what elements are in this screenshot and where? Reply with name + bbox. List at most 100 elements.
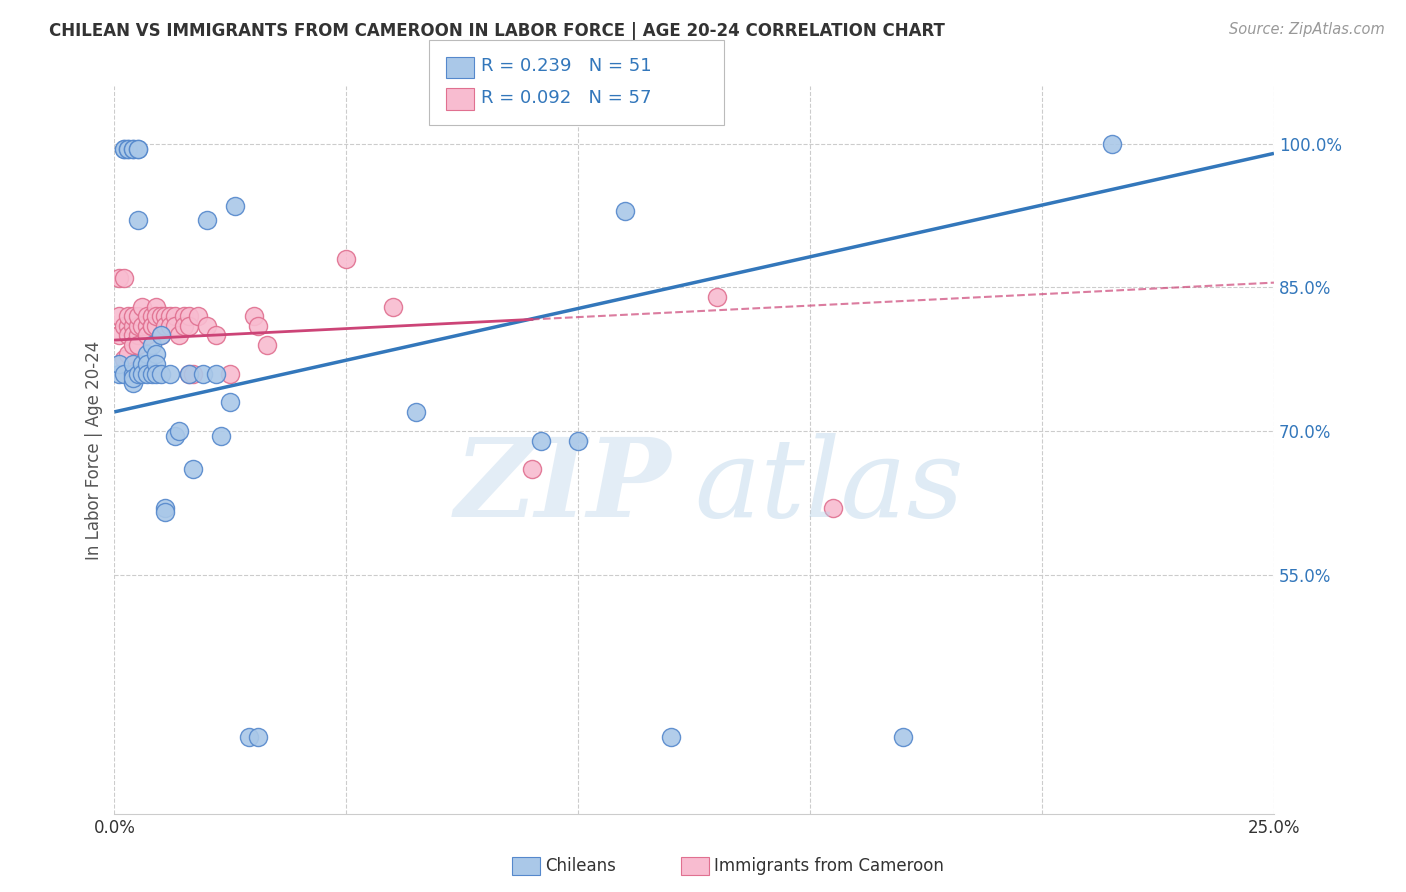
Text: Chileans: Chileans	[546, 857, 616, 875]
Point	[181, 462, 204, 476]
Point	[891, 731, 914, 745]
Point	[145, 347, 167, 361]
Point	[145, 367, 167, 381]
Point	[149, 367, 172, 381]
Point	[135, 309, 157, 323]
Point	[187, 309, 209, 323]
Point	[256, 338, 278, 352]
Point	[1101, 136, 1123, 151]
Point	[205, 328, 228, 343]
Point	[117, 142, 139, 156]
Point	[112, 142, 135, 156]
Point	[177, 309, 200, 323]
Point	[145, 300, 167, 314]
Point	[117, 318, 139, 333]
Point	[112, 352, 135, 367]
Point	[149, 309, 172, 323]
Point	[405, 405, 427, 419]
Point	[567, 434, 589, 448]
Point	[117, 367, 139, 381]
Point	[169, 328, 191, 343]
Point	[122, 142, 145, 156]
Point	[108, 357, 131, 371]
Point	[127, 328, 149, 343]
Point	[191, 367, 214, 381]
Point	[127, 367, 149, 381]
Point	[159, 309, 181, 323]
Point	[122, 142, 145, 156]
Point	[122, 338, 145, 352]
Point	[117, 309, 139, 323]
Point	[131, 367, 153, 381]
Point	[242, 309, 264, 323]
Point	[127, 142, 149, 156]
Point	[613, 203, 636, 218]
Point	[127, 142, 149, 156]
Point	[163, 309, 186, 323]
Point	[149, 328, 172, 343]
Point	[155, 318, 177, 333]
Point	[127, 318, 149, 333]
Y-axis label: In Labor Force | Age 20-24: In Labor Force | Age 20-24	[86, 341, 103, 560]
Point	[127, 309, 149, 323]
Point	[520, 462, 543, 476]
Point	[381, 300, 404, 314]
Point	[163, 318, 186, 333]
Text: Source: ZipAtlas.com: Source: ZipAtlas.com	[1229, 22, 1385, 37]
Point	[149, 328, 172, 343]
Point	[108, 367, 131, 381]
Text: ZIP: ZIP	[454, 433, 671, 541]
Point	[530, 434, 553, 448]
Point	[659, 731, 682, 745]
Point	[219, 395, 242, 409]
Point	[135, 367, 157, 381]
Point	[247, 731, 270, 745]
Point	[155, 505, 177, 519]
Point	[141, 318, 163, 333]
Point	[169, 424, 191, 438]
Point	[131, 357, 153, 371]
Point	[145, 357, 167, 371]
Point	[335, 252, 357, 266]
Point	[117, 347, 139, 361]
Point	[195, 213, 218, 227]
Text: R = 0.092   N = 57: R = 0.092 N = 57	[481, 89, 651, 107]
Point	[112, 142, 135, 156]
Point	[117, 142, 139, 156]
Text: atlas: atlas	[695, 433, 963, 541]
Point	[219, 367, 242, 381]
Point	[173, 309, 195, 323]
Text: CHILEAN VS IMMIGRANTS FROM CAMEROON IN LABOR FORCE | AGE 20-24 CORRELATION CHART: CHILEAN VS IMMIGRANTS FROM CAMEROON IN L…	[49, 22, 945, 40]
Text: Immigrants from Cameroon: Immigrants from Cameroon	[714, 857, 943, 875]
Point	[122, 357, 145, 371]
Point	[238, 731, 260, 745]
Point	[163, 429, 186, 443]
Point	[112, 367, 135, 381]
Point	[117, 328, 139, 343]
Point	[823, 500, 845, 515]
Point	[173, 318, 195, 333]
Point	[205, 367, 228, 381]
Point	[122, 376, 145, 391]
Point	[155, 500, 177, 515]
Point	[108, 328, 131, 343]
Point	[247, 318, 270, 333]
Point	[131, 318, 153, 333]
Point	[209, 429, 232, 443]
Point	[122, 367, 145, 381]
Point	[141, 338, 163, 352]
Point	[159, 367, 181, 381]
Point	[135, 347, 157, 361]
Point	[112, 270, 135, 285]
Point	[141, 367, 163, 381]
Point	[177, 318, 200, 333]
Point	[127, 338, 149, 352]
Point	[145, 309, 167, 323]
Point	[141, 309, 163, 323]
Point	[177, 367, 200, 381]
Point	[122, 318, 145, 333]
Point	[159, 318, 181, 333]
Point	[706, 290, 728, 304]
Point	[224, 199, 246, 213]
Point	[195, 318, 218, 333]
